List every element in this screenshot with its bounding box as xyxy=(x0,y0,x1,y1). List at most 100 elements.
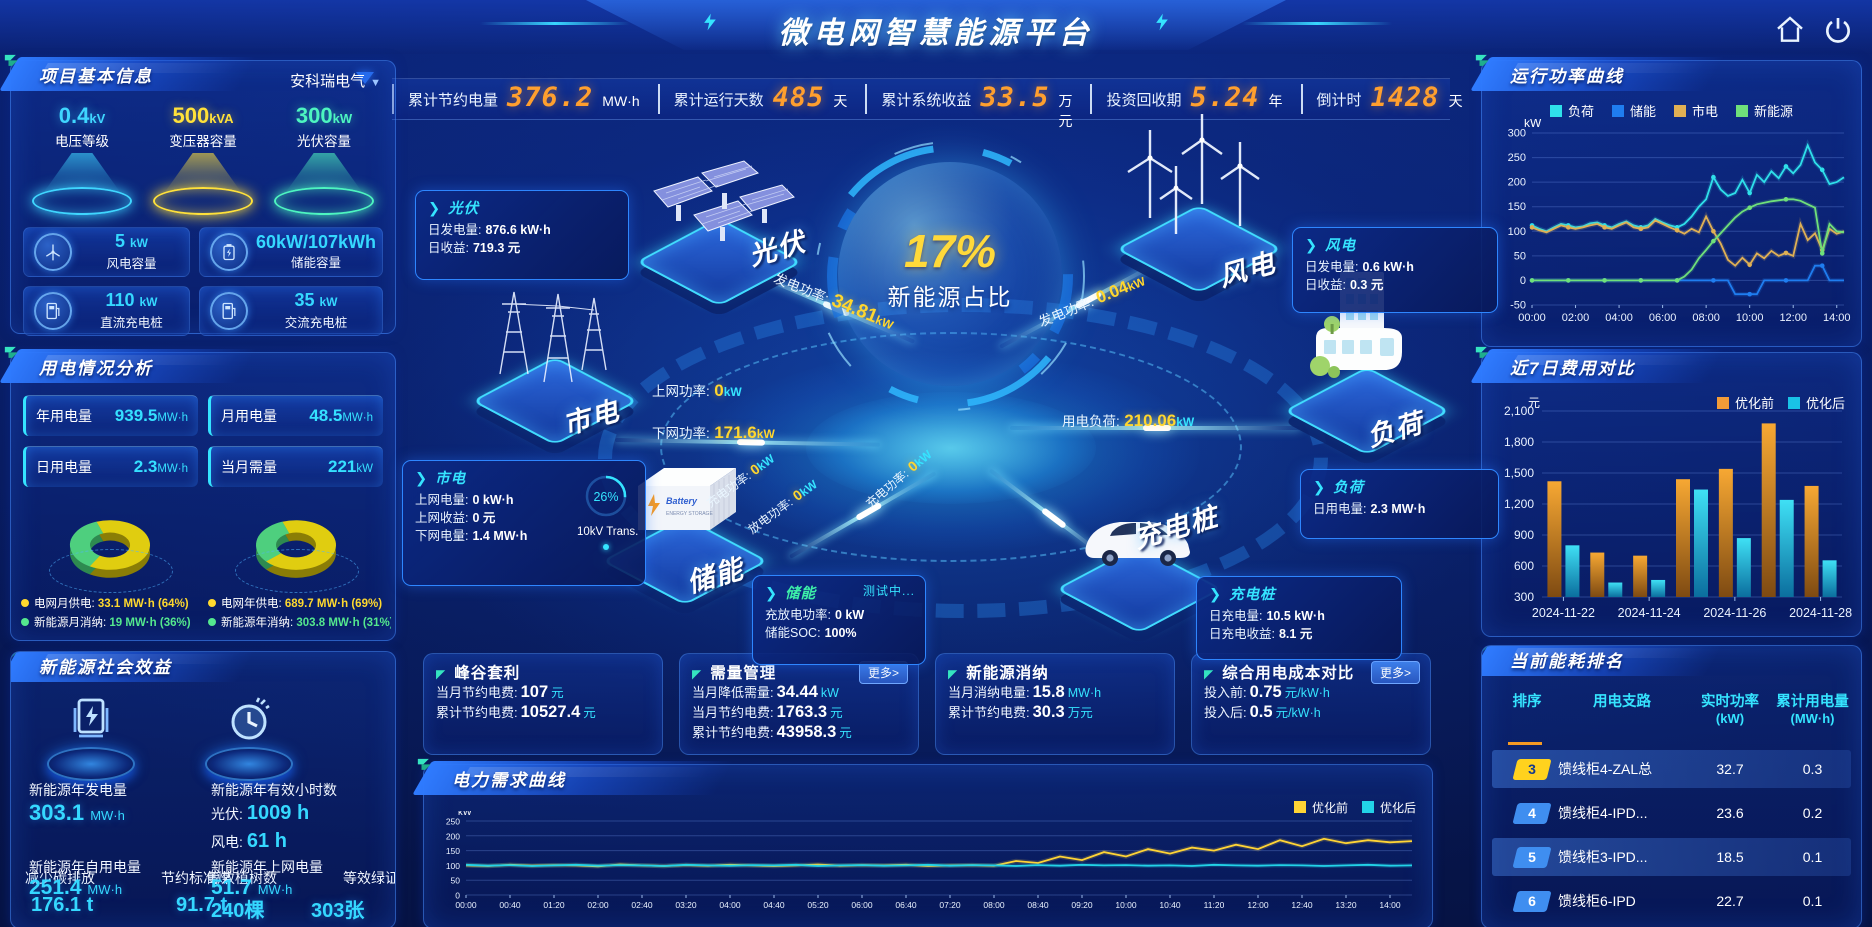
usage-stat: 当月需量 221kW xyxy=(208,446,383,487)
node-ev: 充电桩 xyxy=(1040,490,1230,640)
transformer-gauge: 26% 10kV Trans. xyxy=(577,473,638,550)
chevron-right-icon: ❯ xyxy=(1313,480,1327,496)
ranking-rows: 3 馈线柜4-ZAL总 32.7 0.3 4 馈线柜4-IPD... 23.6 … xyxy=(1492,750,1851,922)
svg-text:02:00: 02:00 xyxy=(587,900,609,910)
usage-stat: 月用电量 48.5MW·h xyxy=(208,395,383,436)
chevron-right-icon: ❯ xyxy=(415,471,429,487)
stats-bar: 累计节约电量 376.2 MW·h 累计运行天数 485 天累计系统收益 33.5 万元 投资回… xyxy=(392,78,1463,129)
panel-corner-icon xyxy=(417,758,431,770)
panel-corner-icon xyxy=(4,346,18,358)
legend-item: 电网年供电: 689.7 MW·h (69%) xyxy=(208,595,391,611)
rank-badge: 5 xyxy=(1512,846,1552,868)
grid-info-card: ❯ 市电 26% 10kV Trans. 上网电量: 0 kW·h 上网收益: 0 元下… xyxy=(402,460,646,586)
solar-panels-icon xyxy=(653,160,795,241)
more-button[interactable]: 更多> xyxy=(858,661,908,684)
ev-info-card: ❯ 充电桩 日充电量: 10.5 kW·h 日充电收益: 8.1 元 xyxy=(1196,576,1402,660)
legend-item: 负荷 xyxy=(1549,101,1594,120)
ev-car-icon xyxy=(1085,522,1190,566)
self-use-label: 新能源年自用电量 xyxy=(29,859,141,875)
cert-label: 等效绿证数 xyxy=(343,870,395,886)
project-metric: 300kW 光伏容量 xyxy=(265,103,383,215)
svg-text:50: 50 xyxy=(451,876,461,886)
svg-text:12:00: 12:00 xyxy=(1247,900,1269,910)
legend-item: 优化后 xyxy=(1787,393,1845,412)
svg-text:200: 200 xyxy=(1508,177,1526,189)
card-row: 储能SOC: 100% xyxy=(765,626,857,640)
svg-text:05:20: 05:20 xyxy=(807,900,829,910)
collapse-arrow-icon[interactable] xyxy=(356,72,374,84)
panel-energy-ranking: 当前能耗排名 排序 用电支路 实时功率 (kW) 累计用电量 (MW·h) 3 馈线… xyxy=(1481,645,1862,927)
svg-text:1,500: 1,500 xyxy=(1504,466,1534,480)
rank-badge: 3 xyxy=(1512,758,1552,780)
usage-stat: 日用电量 2.3MW·h xyxy=(23,446,198,487)
card-row: 上网电量: 0 kW·h xyxy=(415,493,514,507)
stat-item: 投资回收期 5.24 年 xyxy=(1090,84,1300,114)
usage-stat: 年用电量 939.5MW·h xyxy=(23,395,198,436)
ranking-row[interactable]: 5 馈线柜3-IPD... 18.5 0.1 xyxy=(1492,838,1851,876)
legend-item: 市电 xyxy=(1674,101,1718,120)
svg-text:150: 150 xyxy=(446,846,460,856)
node-ess: Battery ENERGY STORAGE 储能 xyxy=(590,452,780,612)
wind-turbine-icon xyxy=(34,233,72,271)
power-icon[interactable] xyxy=(1822,14,1854,46)
node-pv: 光伏 xyxy=(630,160,810,307)
panel-corner-icon xyxy=(4,54,18,66)
panel-title: 电力需求曲线 xyxy=(452,771,566,790)
svg-text:06:00: 06:00 xyxy=(1649,312,1677,324)
svg-text:2024-11-24: 2024-11-24 xyxy=(1618,606,1681,620)
panel-title: 新能源社会效益 xyxy=(39,658,172,677)
header-line-right xyxy=(1242,22,1392,25)
home-icon[interactable] xyxy=(1774,14,1806,46)
capacity-grid: 5 kW 风电容量 60kW/107kWh 储能容量 110 kW 直流充电桩 35 … xyxy=(23,227,383,336)
wind-turbines-icon xyxy=(1127,114,1260,234)
svg-text:08:00: 08:00 xyxy=(1692,312,1720,324)
capacity-card: 5 kW 风电容量 xyxy=(23,227,190,277)
legend-item: 新能源 xyxy=(1736,101,1793,120)
svg-text:00:40: 00:40 xyxy=(499,900,521,910)
cert-value: 303张 xyxy=(311,900,365,922)
svg-text:元: 元 xyxy=(1528,397,1540,410)
svg-text:09:20: 09:20 xyxy=(1071,900,1093,910)
corner-accent-icon: ◤ xyxy=(948,667,959,681)
card-row: 上网收益: 0 元 xyxy=(415,511,496,525)
svg-text:10:00: 10:00 xyxy=(1736,312,1764,324)
clock-icon xyxy=(231,697,270,740)
svg-text:12:40: 12:40 xyxy=(1291,900,1313,910)
kpi-row: 投入后: 0.5 元/kW·h xyxy=(1204,703,1321,721)
svg-text:2024-11-28: 2024-11-28 xyxy=(1789,606,1852,620)
light-cone xyxy=(281,153,367,199)
panel-title: 项目基本信息 xyxy=(39,67,153,86)
panel-title: 当前能耗排名 xyxy=(1510,652,1624,671)
project-metrics: 0.4kV 电压等级 500kVA 变压器容量 300kW 光伏容量 xyxy=(23,103,383,215)
panel-run-power-curve: 运行功率曲线 负荷 储能 市电 新能源 -50 0 50 100 150 200 250 300 00… xyxy=(1475,54,1862,347)
ess-status: 测试中... xyxy=(862,584,915,598)
panel-title: 运行功率曲线 xyxy=(1510,67,1624,86)
more-button[interactable]: 更多> xyxy=(1370,661,1420,684)
svg-text:00:00: 00:00 xyxy=(1518,312,1546,324)
node-wind: 风电 xyxy=(1100,110,1290,294)
ess-info-card: ❯ 储能 测试中... 充放电功率: 0 kW 储能SOC: 100% xyxy=(752,575,926,665)
svg-text:2,100: 2,100 xyxy=(1504,404,1534,418)
card-row: 日用电量: 2.3 MW·h xyxy=(1313,502,1426,516)
hours-pedestal xyxy=(189,696,309,781)
svg-text:07:20: 07:20 xyxy=(939,900,961,910)
ranking-row[interactable]: 3 馈线柜4-ZAL总 32.7 0.3 xyxy=(1492,750,1851,788)
wind-info-card: ❯ 风电 日发电量: 0.6 kW·h 日收益: 0.3 元 xyxy=(1292,227,1498,313)
header-trapezoid xyxy=(586,0,1286,50)
svg-text:0: 0 xyxy=(1520,275,1526,287)
legend-item: 新能源年消纳: 303.8 MW·h (31%) xyxy=(208,614,391,630)
beam-load xyxy=(1010,425,1300,431)
company-select[interactable]: 安科瑞电气 ▼ xyxy=(290,73,381,90)
page-title: 微电网智慧能源平台 xyxy=(778,17,1094,50)
svg-text:900: 900 xyxy=(1514,528,1534,542)
flow-draw-power: 下网功率: 171.6kW xyxy=(652,423,775,442)
corner-accent-icon: ◤ xyxy=(1204,667,1215,681)
ranking-row[interactable]: 4 馈线柜4-IPD... 23.6 0.2 xyxy=(1492,794,1851,832)
svg-text:08:00: 08:00 xyxy=(983,900,1005,910)
svg-text:06:00: 06:00 xyxy=(851,900,873,910)
kpi-row: 当月节约电费: 107 元 xyxy=(436,683,564,701)
svg-text:Battery: Battery xyxy=(666,496,698,506)
ranking-row[interactable]: 6 馈线柜6-IPD 22.7 0.1 xyxy=(1492,882,1851,920)
app-header: 微电网智慧能源平台 xyxy=(0,0,1872,54)
panel-cost-compare: 近7日费用对比 优化前 优化后 300 600 900 1,200 1,500 1,800 2… xyxy=(1475,346,1862,637)
